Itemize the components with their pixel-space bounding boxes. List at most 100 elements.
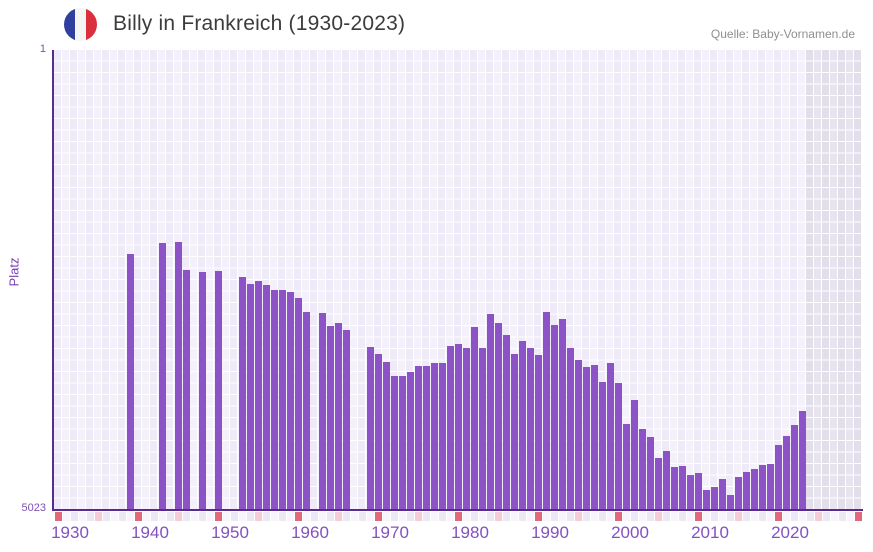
bar-1976[interactable] xyxy=(422,365,430,509)
bar-1957[interactable] xyxy=(270,290,278,509)
bar-1960[interactable] xyxy=(294,298,302,509)
bar-2001[interactable] xyxy=(622,424,630,509)
bar-2008[interactable] xyxy=(678,466,686,509)
bar-1961[interactable] xyxy=(302,311,310,509)
bar-1939[interactable] xyxy=(126,253,134,509)
bar-1956[interactable] xyxy=(262,284,270,509)
x-axis-tick xyxy=(814,512,822,521)
bar-2011[interactable] xyxy=(702,489,710,509)
bar-1981[interactable] xyxy=(462,347,470,509)
bar-2023[interactable] xyxy=(798,411,806,509)
bar-1986[interactable] xyxy=(502,335,510,509)
bar-1987[interactable] xyxy=(510,354,518,509)
bar-1969[interactable] xyxy=(366,346,374,509)
bar-1959[interactable] xyxy=(286,292,294,509)
bar-1958[interactable] xyxy=(278,290,286,509)
bar-1988[interactable] xyxy=(518,341,526,509)
bar-2014[interactable] xyxy=(726,494,734,509)
bar-1983[interactable] xyxy=(478,348,486,509)
bar-1991[interactable] xyxy=(542,311,550,509)
bar-2007[interactable] xyxy=(670,466,678,509)
bar-2018[interactable] xyxy=(758,465,766,509)
bar-2013[interactable] xyxy=(718,479,726,509)
x-axis-tick xyxy=(558,512,566,521)
bar-1982[interactable] xyxy=(470,327,478,509)
x-axis-tick xyxy=(278,512,286,521)
bar-2015[interactable] xyxy=(734,477,742,509)
x-axis-tick xyxy=(534,512,542,521)
bar-1975[interactable] xyxy=(414,366,422,509)
bar-1971[interactable] xyxy=(382,362,390,509)
x-axis-tick xyxy=(86,512,94,521)
bar-1972[interactable] xyxy=(390,376,398,509)
bar-2006[interactable] xyxy=(662,451,670,509)
x-axis-tick xyxy=(782,512,790,521)
bar-1977[interactable] xyxy=(430,363,438,509)
bar-2009[interactable] xyxy=(686,475,694,509)
bar-1998[interactable] xyxy=(598,382,606,509)
x-axis-tick xyxy=(414,512,422,521)
grid-column xyxy=(110,50,118,509)
bar-2010[interactable] xyxy=(694,473,702,509)
grid-column xyxy=(230,50,238,509)
y-axis-line xyxy=(52,50,54,511)
chart-title: Billy in Frankreich (1930-2023) xyxy=(113,12,406,35)
bar-1995[interactable] xyxy=(574,360,582,509)
bar-2000[interactable] xyxy=(614,383,622,509)
bar-1943[interactable] xyxy=(158,243,166,509)
bar-1948[interactable] xyxy=(198,272,206,509)
bar-1974[interactable] xyxy=(406,372,414,509)
x-axis-tick xyxy=(422,512,430,521)
bar-1992[interactable] xyxy=(550,325,558,509)
bar-1989[interactable] xyxy=(526,348,534,509)
bar-1984[interactable] xyxy=(486,314,494,509)
bar-1965[interactable] xyxy=(334,322,342,509)
x-axis-tick xyxy=(174,512,182,521)
bar-2017[interactable] xyxy=(750,468,758,509)
bar-2020[interactable] xyxy=(774,445,782,509)
x-axis-label-1970: 1970 xyxy=(371,523,409,542)
bar-1978[interactable] xyxy=(438,363,446,509)
bar-2016[interactable] xyxy=(742,471,750,509)
bar-1973[interactable] xyxy=(398,376,406,509)
bar-1945[interactable] xyxy=(174,241,182,509)
bar-1950[interactable] xyxy=(214,271,222,509)
x-axis-tick xyxy=(774,512,782,521)
bar-1955[interactable] xyxy=(254,280,262,509)
bar-1954[interactable] xyxy=(246,283,254,509)
grid-column xyxy=(118,50,126,509)
bar-2003[interactable] xyxy=(638,428,646,509)
x-axis-tick xyxy=(102,512,110,521)
x-axis-tick xyxy=(238,512,246,521)
bar-1953[interactable] xyxy=(238,277,246,509)
bar-1994[interactable] xyxy=(566,347,574,509)
bar-1963[interactable] xyxy=(318,312,326,509)
bar-1990[interactable] xyxy=(534,355,542,509)
bar-1993[interactable] xyxy=(558,319,566,509)
x-axis-tick xyxy=(54,512,62,521)
y-axis-label: Platz xyxy=(6,257,22,287)
x-axis-tick xyxy=(798,512,806,521)
bar-2005[interactable] xyxy=(654,457,662,509)
bar-2019[interactable] xyxy=(766,463,774,509)
x-axis-tick xyxy=(550,512,558,521)
bar-1980[interactable] xyxy=(454,343,462,509)
bar-1979[interactable] xyxy=(446,346,454,509)
grid-column xyxy=(70,50,78,509)
bar-1970[interactable] xyxy=(374,354,382,509)
bar-1946[interactable] xyxy=(182,269,190,509)
bar-1964[interactable] xyxy=(326,325,334,509)
bar-2022[interactable] xyxy=(790,425,798,509)
x-axis-label-2020: 2020 xyxy=(771,523,809,542)
bar-2021[interactable] xyxy=(782,436,790,509)
bar-1985[interactable] xyxy=(494,323,502,509)
bar-1999[interactable] xyxy=(606,363,614,509)
bar-2004[interactable] xyxy=(646,436,654,509)
bar-2012[interactable] xyxy=(710,486,718,509)
bar-1997[interactable] xyxy=(590,365,598,509)
bar-2002[interactable] xyxy=(630,400,638,509)
grid-column xyxy=(662,50,670,509)
x-axis-label-2000: 2000 xyxy=(611,523,649,542)
bar-1996[interactable] xyxy=(582,366,590,509)
bar-1966[interactable] xyxy=(342,330,350,509)
